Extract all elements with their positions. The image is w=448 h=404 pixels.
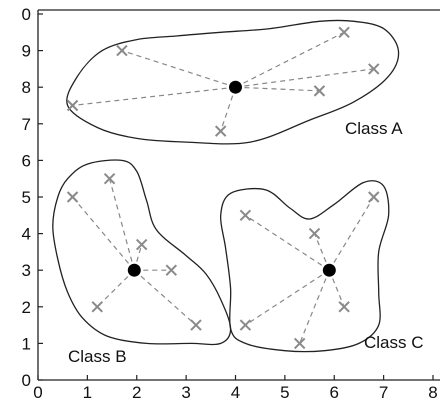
class-a-outline	[66, 19, 400, 145]
cluster-outlines	[52, 19, 400, 353]
class-b-spoke	[96, 269, 135, 308]
class-b-point	[91, 301, 103, 313]
cluster-centroids	[127, 80, 336, 277]
x-tick-label: 5	[280, 383, 289, 402]
y-tick-label: 2	[22, 298, 31, 317]
y-tick-label: 3	[22, 261, 31, 280]
class-a-spoke	[220, 87, 237, 132]
class-c-label: Class C	[364, 333, 424, 352]
x-tick-label: 0	[33, 383, 42, 402]
x-tick-label: 2	[132, 383, 141, 402]
class-a-spoke	[235, 68, 374, 88]
class-c-point	[368, 191, 380, 203]
x-tick-label: 1	[83, 383, 92, 402]
class-c-spoke	[328, 196, 375, 271]
class-c-point	[293, 337, 306, 350]
y-tick-label: 7	[22, 115, 31, 134]
class-a-point	[66, 99, 79, 112]
class-a-point	[116, 44, 128, 57]
class-a-point	[313, 85, 326, 97]
y-tick-label: 1	[22, 334, 31, 353]
x-tick-label: 6	[330, 383, 339, 402]
class-b-point	[103, 172, 116, 185]
class-c-point	[338, 301, 350, 313]
axes	[37, 9, 440, 381]
x-tick-label: 3	[181, 383, 190, 402]
class-c-point	[308, 227, 321, 240]
class-c-point	[239, 209, 252, 222]
class-b-spoke	[72, 196, 135, 271]
cluster-spokes	[72, 31, 375, 344]
class-b-outline	[52, 159, 232, 346]
y-tick-label: 5	[22, 188, 31, 207]
class-b-point	[165, 264, 178, 276]
x-tick-label: 8	[428, 383, 437, 402]
class-a-spoke	[121, 50, 236, 88]
y-tick-label: 4	[22, 225, 31, 244]
class-c-spoke	[313, 233, 330, 271]
class-c-spoke	[245, 214, 330, 271]
class-c-spoke	[245, 269, 330, 326]
cluster-points	[66, 26, 380, 350]
class-c-centroid	[322, 263, 336, 277]
class-b-centroid	[127, 263, 141, 277]
ticks: 0 1 2 3 4 5 6 7 8 0 1 2 3 4 5 6 7 8 9 0	[22, 5, 438, 402]
class-a-point	[214, 125, 227, 137]
y-tick-label: 0	[22, 5, 31, 24]
class-b-point	[135, 238, 148, 251]
x-tick-label: 4	[231, 383, 240, 402]
class-c-outline	[219, 180, 390, 353]
class-c-spoke	[328, 269, 345, 308]
class-b-point	[190, 319, 202, 331]
class-a-centroid	[229, 80, 242, 94]
class-a-label: Class A	[345, 119, 403, 138]
class-a-point	[368, 63, 380, 75]
class-b-spoke	[109, 178, 135, 271]
y-tick-label: 9	[22, 42, 31, 61]
class-a-spoke	[235, 31, 345, 88]
y-tick-label: 6	[22, 151, 31, 170]
class-a-spoke	[72, 86, 236, 107]
class-b-point	[66, 191, 79, 203]
class-a-spoke	[235, 86, 320, 92]
y-tick-label: 0	[22, 371, 31, 390]
class-c-spoke	[299, 269, 330, 344]
class-b-label: Class B	[68, 347, 127, 366]
class-a-point	[338, 26, 350, 39]
x-tick-label: 7	[379, 383, 388, 402]
y-tick-label: 8	[22, 78, 31, 97]
class-c-point	[239, 319, 252, 331]
class-b-spoke	[133, 269, 197, 326]
